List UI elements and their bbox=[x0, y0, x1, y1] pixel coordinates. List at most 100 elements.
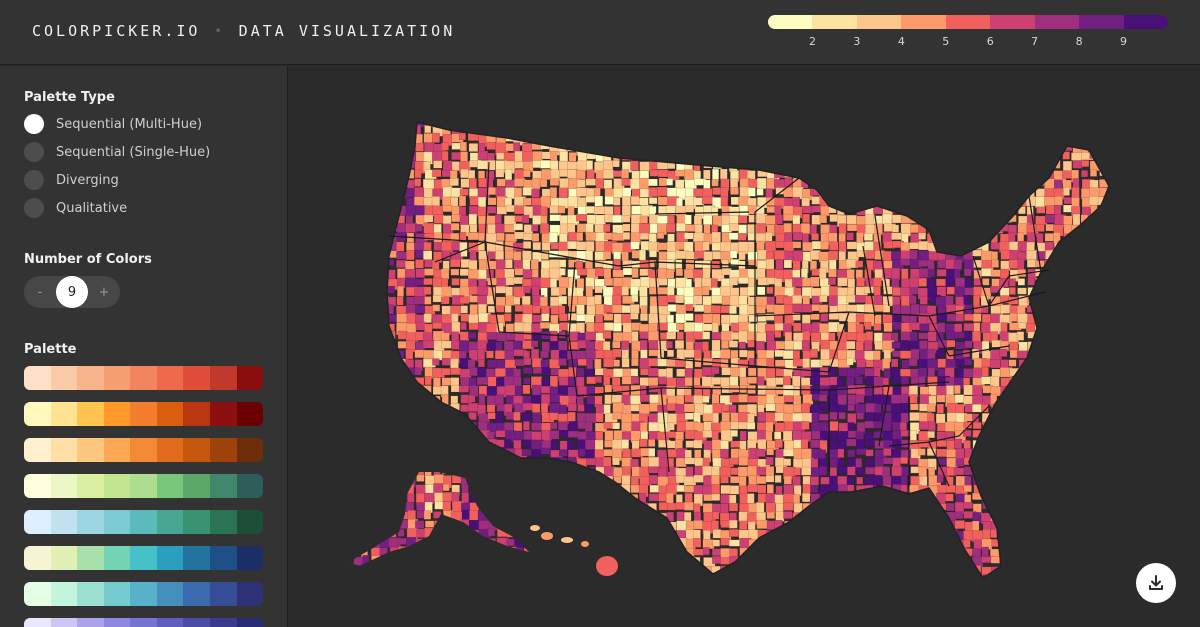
county-cell bbox=[585, 520, 594, 529]
county-cell bbox=[747, 367, 757, 377]
county-cell bbox=[883, 322, 893, 332]
county-cell bbox=[1098, 458, 1107, 467]
county-cell bbox=[793, 161, 805, 174]
county-cell bbox=[1026, 422, 1035, 433]
county-cell bbox=[631, 151, 641, 159]
county-cell bbox=[648, 197, 658, 205]
county-cell bbox=[793, 467, 801, 476]
county-cell bbox=[433, 566, 445, 578]
county-cell bbox=[425, 564, 435, 566]
county-cell bbox=[882, 574, 889, 578]
county-cell bbox=[478, 583, 484, 594]
county-cell bbox=[549, 187, 558, 199]
county-cell bbox=[999, 133, 1008, 147]
county-cell bbox=[576, 232, 584, 241]
radio-button[interactable] bbox=[24, 198, 44, 218]
county-cell bbox=[1000, 403, 1014, 413]
county-cell bbox=[883, 448, 892, 456]
palette-swatch-row[interactable] bbox=[24, 438, 263, 462]
county-cell bbox=[1072, 430, 1083, 437]
county-cell bbox=[523, 510, 529, 519]
county-cell bbox=[495, 169, 505, 178]
palette-swatch-row[interactable] bbox=[24, 546, 263, 570]
county-cell bbox=[702, 323, 713, 332]
increment-button[interactable]: + bbox=[98, 284, 110, 300]
palette-swatch-row[interactable] bbox=[24, 402, 263, 426]
palette-swatch-row[interactable] bbox=[24, 582, 263, 606]
county-cell bbox=[936, 278, 947, 287]
county-cell bbox=[361, 528, 372, 538]
county-cell bbox=[810, 169, 823, 182]
county-cell bbox=[380, 555, 390, 566]
county-cell bbox=[577, 493, 589, 503]
county-cell bbox=[540, 458, 549, 469]
county-cell bbox=[352, 511, 361, 524]
county-cell bbox=[523, 555, 529, 566]
county-cell bbox=[577, 358, 587, 366]
county-cell bbox=[423, 250, 433, 260]
county-cell bbox=[945, 125, 957, 139]
county-cell bbox=[881, 556, 889, 565]
county-cell bbox=[1062, 484, 1075, 492]
download-button[interactable] bbox=[1136, 563, 1176, 603]
palette-swatch-row[interactable] bbox=[24, 510, 263, 534]
county-cell bbox=[729, 457, 739, 465]
county-cell bbox=[1062, 151, 1070, 160]
county-cell bbox=[415, 142, 424, 152]
county-cell bbox=[389, 564, 398, 566]
county-cell bbox=[1035, 358, 1047, 371]
county-cell bbox=[981, 546, 989, 557]
county-cell bbox=[891, 161, 903, 174]
county-cell bbox=[398, 564, 406, 566]
county-cell bbox=[919, 152, 929, 160]
radio-button[interactable] bbox=[24, 114, 44, 134]
county-cell bbox=[1008, 195, 1016, 206]
radio-button[interactable] bbox=[24, 142, 44, 162]
county-cell bbox=[801, 564, 810, 577]
palette-swatch-row[interactable] bbox=[24, 366, 263, 390]
county-cell bbox=[919, 195, 930, 203]
number-of-colors-stepper[interactable]: - 9 + bbox=[24, 276, 120, 308]
palette-type-option[interactable]: Diverging bbox=[24, 170, 119, 190]
palette-color-cell bbox=[183, 510, 210, 534]
palette-type-option[interactable]: Qualitative bbox=[24, 198, 127, 218]
decrement-button[interactable]: - bbox=[37, 284, 43, 300]
palette-type-option[interactable]: Sequential (Single-Hue) bbox=[24, 142, 210, 162]
county-cell bbox=[461, 556, 473, 566]
county-cell bbox=[397, 122, 409, 127]
palette-type-option[interactable]: Sequential (Multi-Hue) bbox=[24, 114, 202, 134]
palette-swatch-row[interactable] bbox=[24, 618, 263, 627]
radio-button[interactable] bbox=[24, 170, 44, 190]
county-cell bbox=[720, 241, 732, 253]
brand-name[interactable]: COLORPICKER.IO bbox=[32, 22, 201, 40]
county-cell bbox=[513, 492, 527, 506]
county-cell bbox=[774, 142, 786, 150]
county-cell bbox=[1117, 360, 1129, 372]
county-cell bbox=[829, 575, 842, 578]
county-cell bbox=[738, 476, 747, 487]
county-cell bbox=[937, 196, 945, 210]
county-cell bbox=[1026, 124, 1039, 132]
county-cell bbox=[442, 520, 450, 531]
map-area bbox=[289, 66, 1200, 627]
county-cell bbox=[423, 395, 432, 406]
county-cell bbox=[1071, 349, 1082, 362]
county-cell bbox=[855, 376, 864, 385]
palette-color-cell bbox=[209, 582, 237, 606]
county-cell bbox=[640, 431, 649, 441]
county-cell bbox=[396, 494, 405, 503]
county-cell bbox=[1108, 394, 1109, 402]
county-cell bbox=[1044, 512, 1053, 523]
county-cell bbox=[811, 233, 819, 241]
county-cell bbox=[657, 467, 668, 478]
county-cell bbox=[1008, 359, 1017, 367]
county-cell bbox=[963, 268, 972, 277]
county-cell bbox=[505, 458, 517, 470]
county-cell bbox=[936, 151, 945, 161]
county-cell bbox=[837, 404, 848, 412]
county-cell bbox=[1009, 312, 1018, 322]
county-cell bbox=[503, 422, 514, 432]
county-cell bbox=[1089, 439, 1101, 450]
palette-swatch-row[interactable] bbox=[24, 474, 263, 498]
county-cell bbox=[568, 584, 580, 591]
